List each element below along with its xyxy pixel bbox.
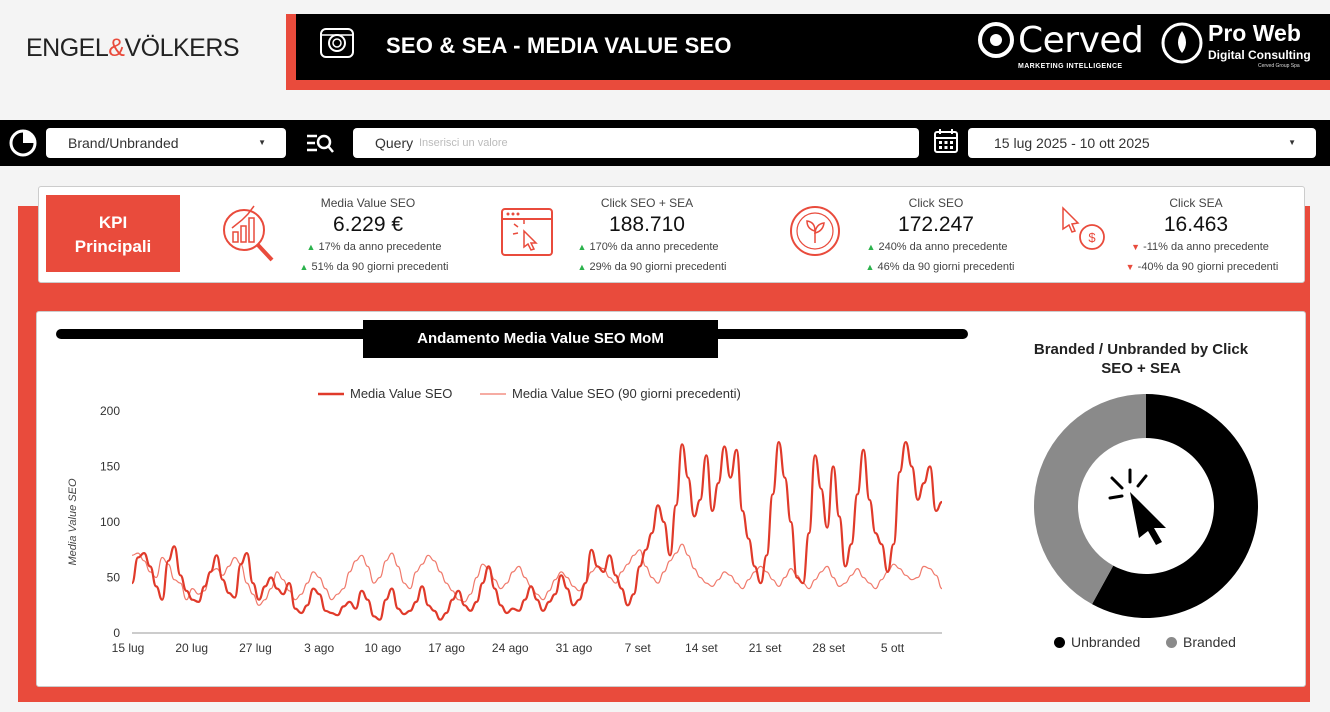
query-label: Query (375, 135, 414, 151)
x-tick-label: 7 set (625, 641, 652, 655)
trend-up-icon: ▲ (299, 262, 309, 272)
pie-chart-icon (9, 129, 37, 157)
x-tick-label: 3 ago (304, 641, 334, 655)
brand-unbranded-select[interactable]: Brand/Unbranded ▼ (46, 128, 286, 158)
browser-click-icon (501, 208, 553, 256)
x-tick-label: 21 set (749, 641, 782, 655)
x-tick-label: 14 set (685, 641, 718, 655)
y-axis-label: Media Value SEO (67, 478, 79, 565)
cursor-dollar-icon: $ (1062, 206, 1105, 250)
donut-legend-item: Unbranded (1054, 634, 1140, 650)
kpi-click-sea-cmp2: ▼ -40% da 90 giorni precedenti (1125, 261, 1279, 273)
brand-select-value: Brand/Unbranded (68, 135, 179, 151)
kpi-click-seo-sea-value: 188.710 (609, 213, 685, 236)
kpi-click-seo-cmp2: ▲ 46% da 90 giorni precedenti (865, 261, 1015, 273)
kpi-label-line1: KPI (98, 213, 128, 232)
kpi-click-seo-sea-cmp2: ▲ 29% da 90 giorni precedenti (577, 261, 727, 273)
svg-text:$: $ (1088, 230, 1096, 245)
y-tick-label: 150 (100, 460, 120, 474)
search-list-icon (307, 134, 334, 153)
chart-legend: Media Value SEO Media Value SEO (90 giorn… (318, 386, 741, 401)
x-tick-label: 24 ago (492, 641, 529, 655)
legend-dot (1166, 637, 1177, 648)
donut-chart (1034, 394, 1258, 618)
kpi-click-seo-sea-title: Click SEO + SEA (600, 196, 694, 210)
legend-label-0: Media Value SEO (350, 386, 452, 401)
series-line-1 (131, 543, 943, 606)
calendar-icon (934, 129, 958, 153)
cursor-click-icon (1108, 468, 1166, 545)
legend-label-1: Media Value SEO (90 giorni precedenti) (512, 386, 741, 401)
query-placeholder: Inserisci un valore (419, 137, 508, 149)
legend-label: Branded (1183, 634, 1236, 650)
kpi-media-value-cmp1: ▲ 17% da anno precedente (306, 241, 442, 253)
title-bar (296, 14, 1330, 80)
query-input[interactable]: Query Inserisci un valore (353, 128, 919, 158)
brand-amp: & (108, 34, 125, 62)
y-tick-label: 100 (100, 515, 120, 529)
trend-up-icon: ▲ (577, 242, 587, 252)
kpi-click-sea-title: Click SEA (1169, 196, 1223, 210)
y-tick-label: 50 (107, 571, 121, 585)
page-title: SEO & SEA - MEDIA VALUE SEO (386, 33, 732, 58)
kpi-click-seo-title: Click SEO (908, 196, 964, 210)
donut-slice-branded (1034, 394, 1146, 605)
x-tick-label: 5 ott (881, 641, 905, 655)
proweb-name: Pro Web (1208, 20, 1301, 46)
trend-down-icon: ▼ (1125, 262, 1135, 272)
cerved-mark-icon (978, 22, 1014, 58)
engel-volkers-logo: ENGEL&VÖLKERS (26, 34, 240, 63)
donut-slice-unbranded (1092, 394, 1258, 618)
kpi-section-label: KPI Principali (46, 195, 180, 272)
donut-title: Branded / Unbranded by Click SEO + SEA (1033, 341, 1249, 377)
legend-dot (1054, 637, 1065, 648)
cerved-sub: MARKETING INTELLIGENCE (1018, 63, 1123, 70)
x-tick-label: 31 ago (556, 641, 593, 655)
x-tick-label: 17 ago (428, 641, 465, 655)
proweb-sub: Digital Consulting (1208, 48, 1311, 62)
trend-down-icon: ▼ (1131, 242, 1141, 252)
trend-up-icon: ▲ (306, 242, 316, 252)
donut-legend-item: Branded (1166, 634, 1236, 650)
chevron-down-icon: ▼ (258, 138, 266, 147)
legend-label: Unbranded (1071, 634, 1141, 650)
leaf-circle-icon (790, 206, 840, 256)
chart-search-icon (223, 205, 274, 262)
trend-up-icon: ▲ (866, 242, 876, 252)
date-range-value: 15 lug 2025 - 10 ott 2025 (994, 135, 1150, 151)
kpi-click-seo-cmp1: ▲ 240% da anno precedente (866, 241, 1008, 253)
x-tick-label: 10 ago (364, 641, 401, 655)
kpi-click-seo-sea-cmp1: ▲ 170% da anno precedente (577, 241, 719, 253)
chevron-down-icon: ▼ (1288, 138, 1296, 147)
chart-title: Andamento Media Value SEO MoM (363, 320, 718, 358)
x-tick-label: 20 lug (175, 641, 208, 655)
trend-up-icon: ▲ (865, 262, 875, 272)
x-tick-label: 27 lug (239, 641, 272, 655)
main-card (36, 311, 1306, 687)
brand-left: ENGEL (26, 34, 109, 62)
date-range-select[interactable]: 15 lug 2025 - 10 ott 2025 ▼ (968, 128, 1316, 158)
coin-stack-icon (320, 28, 354, 58)
x-tick-label: 28 set (812, 641, 845, 655)
proweb-drop-icon (1161, 22, 1203, 64)
x-tick-label: 15 lug (112, 641, 145, 655)
kpi-click-sea-cmp1: ▼ -11% da anno precedente (1131, 241, 1269, 253)
cerved-name: Cerved (1018, 20, 1144, 61)
kpi-media-value-cmp2: ▲ 51% da 90 giorni precedenti (299, 261, 449, 273)
y-tick-label: 200 (100, 404, 120, 418)
kpi-media-value-value: 6.229 € (332, 213, 404, 236)
line-chart: Media Value SEO Media Value SEO (90 giorn… (67, 386, 943, 655)
y-tick-label: 0 (113, 626, 120, 640)
brand-right: VÖLKERS (124, 34, 240, 62)
proweb-tag: Cerved Group Spa (1258, 63, 1300, 69)
trend-up-icon: ▲ (577, 262, 587, 272)
kpi-click-sea-value: 16.463 (1163, 213, 1229, 236)
kpi-label-line2: Principali (74, 237, 152, 256)
kpi-media-value-title: Media Value SEO (320, 196, 416, 210)
series-line-0 (130, 441, 943, 621)
kpi-click-seo-value: 172.247 (898, 213, 974, 236)
